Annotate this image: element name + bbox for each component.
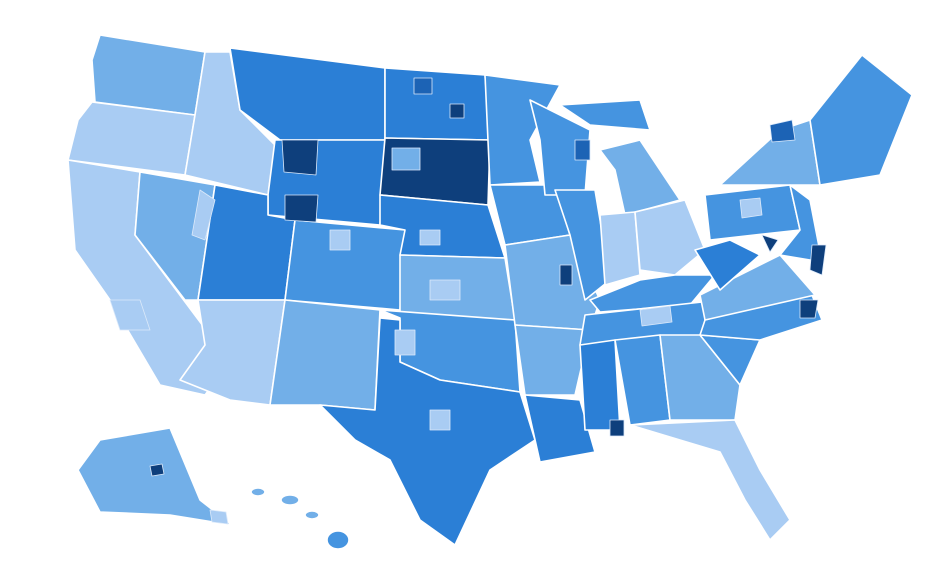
state-tx bbox=[319, 317, 536, 546]
county-patch bbox=[329, 229, 351, 251]
county-patch bbox=[429, 279, 461, 301]
county-patch bbox=[413, 77, 433, 95]
island-hi-3 bbox=[304, 510, 320, 520]
county-patch bbox=[449, 103, 465, 119]
county-patch bbox=[419, 229, 441, 246]
county-patch bbox=[769, 119, 796, 143]
county-patch bbox=[609, 419, 625, 437]
state-wv bbox=[694, 239, 761, 291]
state-la bbox=[524, 394, 596, 463]
county-patch bbox=[574, 139, 591, 161]
state-ga bbox=[659, 334, 741, 421]
island-hi-4 bbox=[326, 530, 350, 550]
state-ms bbox=[579, 339, 621, 431]
state-mn bbox=[484, 74, 561, 186]
state-or bbox=[67, 101, 196, 176]
county-patch bbox=[281, 139, 319, 176]
state-nd bbox=[384, 67, 491, 141]
county-patches bbox=[109, 77, 827, 525]
state-mid-atlantic bbox=[779, 184, 823, 263]
county-patch bbox=[429, 409, 451, 431]
county-patch bbox=[391, 147, 421, 171]
state-mi-up bbox=[559, 99, 651, 131]
county-patch bbox=[639, 305, 673, 327]
state-ak bbox=[77, 427, 233, 526]
county-patch bbox=[809, 244, 827, 276]
state-nv bbox=[134, 171, 216, 301]
states bbox=[67, 34, 913, 550]
county-patch bbox=[191, 189, 216, 241]
state-wa bbox=[91, 34, 206, 116]
state-ny bbox=[719, 119, 821, 186]
state-new-england bbox=[809, 54, 913, 186]
county-patch bbox=[149, 463, 165, 477]
state-ar bbox=[514, 324, 591, 396]
county-patch bbox=[761, 234, 779, 253]
state-va bbox=[699, 254, 816, 321]
island-hi-2 bbox=[280, 494, 300, 506]
county-patch bbox=[799, 299, 819, 319]
county-patch bbox=[559, 264, 573, 286]
state-oh bbox=[634, 199, 706, 276]
county-patch bbox=[394, 329, 416, 356]
state-fl bbox=[629, 419, 791, 541]
county-patch bbox=[109, 299, 151, 331]
county-patch bbox=[739, 197, 763, 219]
state-nm bbox=[269, 299, 381, 411]
state-in bbox=[599, 211, 641, 286]
state-il bbox=[554, 189, 611, 301]
island-hi-1 bbox=[250, 487, 266, 497]
county-patch bbox=[209, 509, 229, 525]
county-patch bbox=[284, 194, 319, 223]
